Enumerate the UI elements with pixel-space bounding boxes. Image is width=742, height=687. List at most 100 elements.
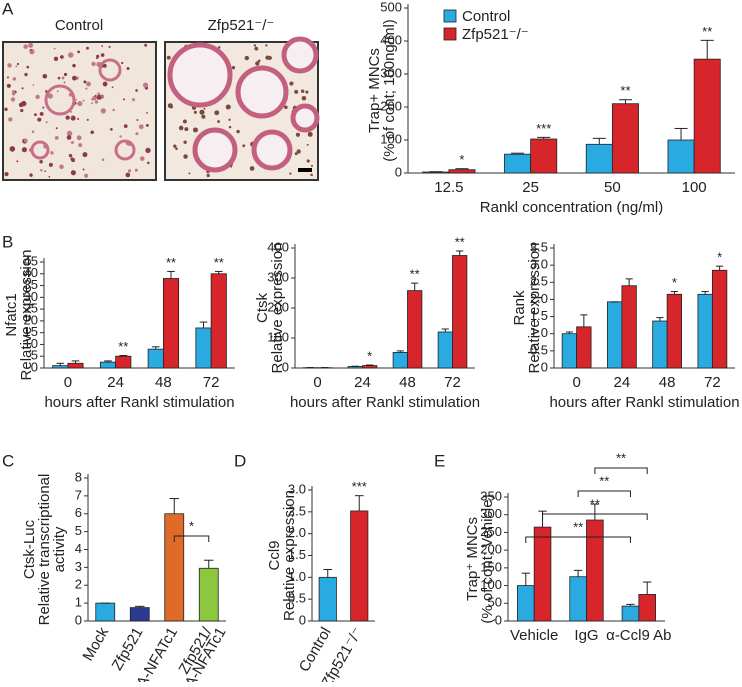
cell [40, 112, 44, 116]
bar [587, 520, 604, 621]
x-axis-label: hours after Rankl stimulation [549, 394, 739, 411]
significance: * [189, 518, 194, 533]
cell [140, 156, 145, 161]
cell [97, 95, 102, 100]
bar [53, 366, 68, 368]
cell [26, 66, 29, 69]
cell [33, 84, 35, 86]
bar [668, 140, 694, 173]
cell [204, 108, 206, 110]
x-tick-label: Zfp521 [109, 624, 147, 673]
cell [250, 166, 255, 171]
x-tick-label: Mock [80, 624, 113, 664]
error-bar [625, 279, 632, 286]
cell [207, 174, 210, 177]
bar [712, 270, 726, 368]
cell [229, 126, 232, 129]
cell [167, 56, 171, 60]
scale-bar [298, 168, 312, 172]
error-bar [643, 582, 651, 594]
x-tick-label: 0 [572, 374, 580, 391]
bar [199, 568, 218, 621]
cell [123, 98, 125, 100]
cell [68, 52, 73, 57]
bar [562, 334, 576, 368]
bar [698, 294, 712, 368]
panel-letter: C [2, 451, 14, 470]
error-bar [656, 318, 663, 321]
cell [85, 88, 87, 90]
cell [307, 159, 310, 162]
ring [293, 106, 317, 130]
cell [217, 120, 220, 123]
cell [294, 90, 298, 94]
cell [144, 44, 147, 47]
significance: ** [702, 24, 712, 39]
cell [7, 76, 9, 78]
cell [39, 160, 42, 163]
cell [268, 56, 272, 60]
bar [116, 356, 131, 368]
cell [71, 170, 76, 175]
significance: ** [620, 83, 630, 98]
bar [517, 586, 534, 621]
cell [139, 124, 144, 129]
x-tick-label: 48 [399, 374, 416, 391]
bar [453, 256, 467, 369]
bar [100, 362, 115, 368]
cell [296, 149, 300, 153]
bar [211, 274, 226, 368]
cell [135, 169, 138, 172]
cell [24, 73, 27, 76]
ring [284, 39, 316, 71]
error-bar [200, 322, 208, 328]
cell [112, 109, 115, 112]
x-axis-label: hours after Rankl stimulation [290, 394, 480, 411]
significance: ** [599, 473, 609, 488]
error-bar [456, 251, 463, 256]
cell [179, 126, 184, 131]
x-tick-label: 12.5 [434, 179, 463, 196]
bar [163, 278, 178, 368]
y-tick-label: 5 [75, 523, 82, 538]
cell [296, 133, 300, 137]
ring [170, 45, 230, 105]
cell [54, 48, 56, 50]
bar [363, 366, 377, 368]
y-tick-label: 7 [75, 487, 82, 502]
cell [101, 45, 103, 47]
y-axis-label: Relative expression [281, 490, 298, 621]
significance: ** [118, 339, 128, 354]
cell [301, 89, 304, 92]
bar [694, 59, 720, 173]
x-tick-label: 25 [522, 179, 539, 196]
cell [34, 113, 37, 116]
error-bar [619, 100, 632, 104]
legend-label: Control [462, 8, 510, 25]
cell [12, 90, 15, 93]
cell [183, 154, 188, 159]
cell [10, 146, 16, 152]
bar [449, 170, 475, 173]
error-bar [675, 128, 688, 140]
cell [124, 124, 128, 128]
cell [64, 73, 67, 76]
cell [77, 118, 79, 120]
cell [82, 152, 87, 157]
cell [188, 172, 190, 174]
significance: ** [455, 234, 465, 249]
y-axis-label: Relative expression [18, 250, 35, 381]
cell [175, 147, 178, 150]
cell [23, 44, 28, 49]
cell [95, 100, 98, 103]
x-tick-label: 48 [659, 374, 676, 391]
cell [32, 131, 35, 134]
cell [86, 47, 89, 50]
bar [622, 606, 639, 621]
x-axis-label: hours after Rankl stimulation [44, 394, 234, 411]
cell [11, 97, 15, 101]
y-tick-label: 500 [380, 0, 402, 14]
cell [22, 147, 27, 152]
bar [534, 527, 551, 621]
